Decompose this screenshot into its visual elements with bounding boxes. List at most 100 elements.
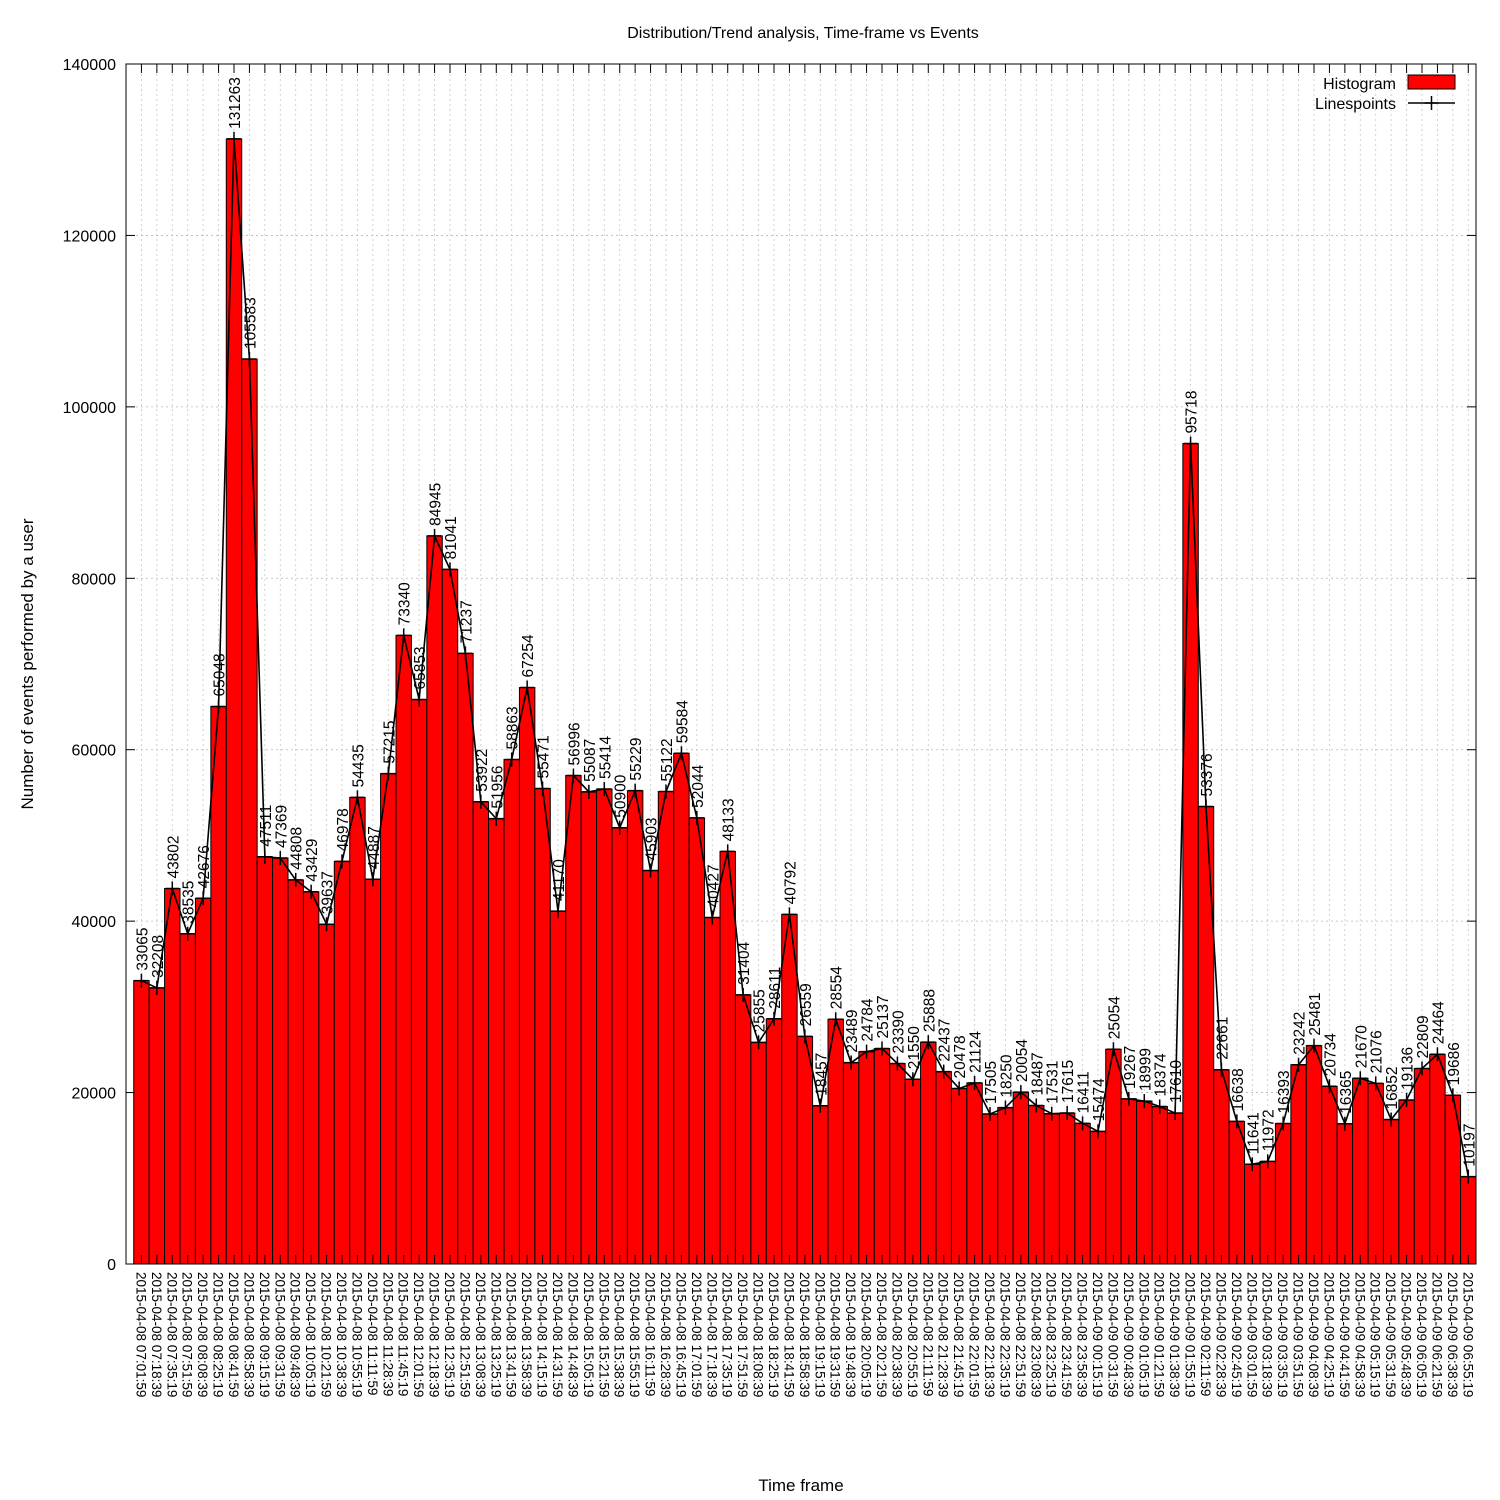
data-point	[1121, 1091, 1136, 1106]
y-tick-label: 0	[107, 1257, 116, 1274]
data-label: 16638	[1230, 1068, 1247, 1111]
data-label: 53922	[474, 749, 491, 792]
data-label: 28611	[767, 967, 784, 1009]
y-tick-label: 60000	[72, 743, 117, 760]
data-label: 16852	[1384, 1066, 1401, 1109]
data-label: 15474	[1091, 1078, 1108, 1121]
data-point	[1168, 1106, 1183, 1121]
bar	[1166, 1112, 1184, 1265]
bar	[256, 856, 274, 1265]
x-tick-label: 2015-04-08 12:01:59	[411, 1272, 426, 1397]
bar	[796, 1035, 814, 1265]
data-point	[1461, 1169, 1476, 1184]
x-tick-label: 2015-04-09 00:48:39	[1121, 1272, 1136, 1397]
x-tick-label: 2015-04-08 13:41:59	[504, 1272, 519, 1397]
data-point	[844, 1055, 859, 1070]
legend: Histogram Linespoints	[1315, 74, 1456, 113]
data-label: 95718	[1184, 390, 1201, 433]
data-label: 65853	[412, 646, 429, 689]
bar	[1336, 1123, 1354, 1265]
data-label: 71237	[458, 600, 475, 643]
data-point	[1368, 1076, 1383, 1091]
legend-point-linespoints	[1424, 96, 1439, 110]
bar	[518, 687, 536, 1265]
data-point	[643, 863, 658, 878]
x-tick-label: 2015-04-08 11:28:39	[380, 1272, 395, 1396]
data-label: 57215	[381, 720, 398, 763]
bar	[626, 790, 644, 1265]
x-tick-label: 2015-04-08 09:48:39	[288, 1272, 303, 1397]
bar	[426, 535, 443, 1265]
bar	[981, 1113, 999, 1265]
y-tick-label: 80000	[72, 571, 117, 588]
data-point	[504, 752, 519, 767]
data-label: 43429	[304, 839, 321, 882]
data-label: 21076	[1369, 1030, 1386, 1073]
bar	[1244, 1163, 1261, 1265]
bar	[441, 568, 459, 1265]
data-point	[628, 783, 643, 798]
data-point	[859, 1044, 874, 1059]
data-point	[1415, 1061, 1429, 1076]
x-tick-label: 2015-04-09 03:18:39	[1260, 1272, 1275, 1397]
data-label: 19686	[1446, 1042, 1463, 1085]
data-point	[875, 1041, 889, 1056]
y-axis-label: Number of events performed by a user	[18, 518, 37, 809]
bar	[534, 788, 551, 1265]
bar	[1305, 1045, 1323, 1265]
data-point	[134, 973, 149, 988]
x-tick-label: 2015-04-08 16:28:39	[658, 1272, 673, 1397]
bar	[364, 878, 382, 1265]
data-label: 55414	[597, 736, 614, 779]
x-tick-label: 2015-04-08 18:08:39	[751, 1272, 766, 1397]
x-tick-label: 2015-04-09 06:55:19	[1460, 1272, 1475, 1397]
data-label: 58863	[505, 706, 522, 749]
x-tick-label: 2015-04-08 14:48:39	[565, 1272, 580, 1397]
x-tick-label: 2015-04-08 23:58:39	[1075, 1272, 1090, 1397]
bar	[1429, 1053, 1446, 1265]
data-label: 22809	[1415, 1015, 1432, 1058]
data-point	[427, 528, 442, 543]
bar	[642, 870, 659, 1265]
bar	[179, 933, 196, 1265]
data-label: 50900	[613, 774, 630, 817]
x-tick-label: 2015-04-08 21:45:19	[951, 1272, 966, 1397]
bar	[333, 860, 351, 1265]
bar	[935, 1071, 952, 1265]
bar	[1213, 1069, 1230, 1265]
bar	[704, 916, 721, 1265]
data-point	[674, 746, 689, 761]
data-label: 47369	[273, 805, 290, 848]
data-point	[967, 1075, 982, 1090]
bar	[688, 817, 706, 1265]
x-tick-label: 2015-04-08 17:18:39	[704, 1272, 719, 1397]
bar	[719, 850, 736, 1265]
y-tick-label: 40000	[72, 914, 117, 931]
data-point	[705, 910, 720, 925]
bar	[1460, 1176, 1477, 1265]
data-point	[1029, 1098, 1044, 1113]
x-tick-label: 2015-04-09 05:31:59	[1383, 1272, 1398, 1397]
x-tick-label: 2015-04-09 03:01:59	[1244, 1272, 1259, 1397]
x-tick-label: 2015-04-09 03:51:59	[1291, 1272, 1306, 1397]
data-label: 84945	[428, 483, 445, 526]
data-point	[1260, 1154, 1275, 1169]
data-point	[905, 1072, 920, 1087]
data-label: 44808	[289, 827, 306, 870]
x-tick-label: 2015-04-08 17:51:59	[735, 1272, 750, 1397]
bar	[287, 879, 304, 1265]
x-tick-label: 2015-04-08 10:38:39	[334, 1272, 349, 1397]
data-point	[782, 907, 797, 922]
data-point	[1044, 1106, 1059, 1121]
bar	[596, 788, 613, 1265]
data-label: 59584	[674, 700, 691, 743]
data-point	[443, 562, 457, 577]
data-label: 21124	[968, 1031, 985, 1073]
x-tick-label: 2015-04-08 19:48:39	[843, 1272, 858, 1397]
data-label: 53376	[1199, 753, 1216, 796]
data-point	[381, 766, 396, 781]
data-point	[1445, 1088, 1460, 1103]
data-label: 47511	[258, 805, 275, 847]
bar	[133, 980, 150, 1265]
bar	[241, 358, 258, 1265]
